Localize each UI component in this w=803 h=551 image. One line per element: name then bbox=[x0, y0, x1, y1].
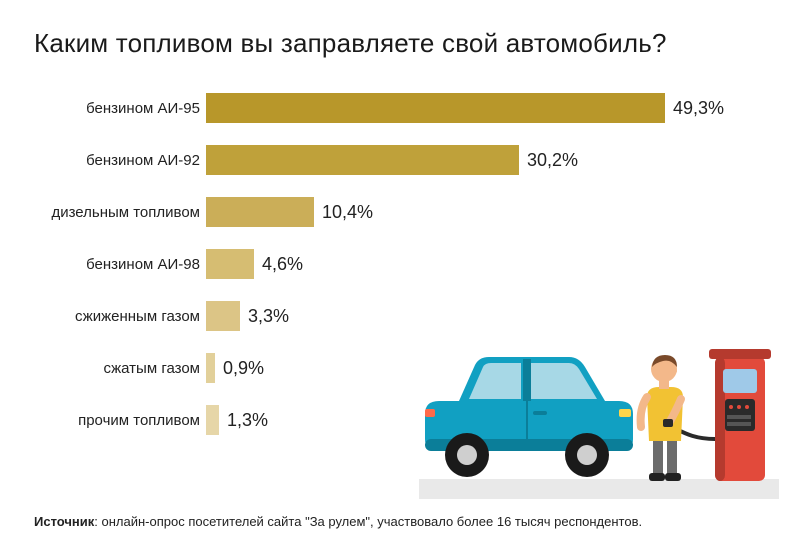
bar-fill bbox=[206, 301, 240, 331]
bar-track: 4,6% bbox=[206, 249, 724, 279]
bar-fill bbox=[206, 93, 665, 123]
bar-value: 1,3% bbox=[227, 410, 268, 431]
bar-row: бензином АИ-95 49,3% bbox=[34, 93, 769, 123]
chart-title: Каким топливом вы заправляете свой автом… bbox=[34, 28, 769, 59]
source-text: : онлайн-опрос посетителей сайта "За рул… bbox=[94, 514, 642, 529]
bar-value: 10,4% bbox=[322, 202, 373, 223]
bar-value: 49,3% bbox=[673, 98, 724, 119]
bar-track: 0,9% bbox=[206, 353, 724, 383]
bar-fill bbox=[206, 353, 215, 383]
bar-rows: бензином АИ-95 49,3% бензином АИ-92 30,2% ди… bbox=[34, 93, 769, 435]
ground bbox=[419, 479, 779, 499]
bar-fill bbox=[206, 249, 254, 279]
bar-fill bbox=[206, 145, 519, 175]
bar-track: 1,3% bbox=[206, 405, 724, 435]
bar-fill bbox=[206, 405, 219, 435]
bar-track: 49,3% bbox=[206, 93, 724, 123]
bar-row: прочим топливом 1,3% bbox=[34, 405, 769, 435]
bar-row: сжатым газом 0,9% bbox=[34, 353, 769, 383]
source-prefix: Источник bbox=[34, 514, 94, 529]
bar-row: бензином АИ-92 30,2% bbox=[34, 145, 769, 175]
bar-row: дизельным топливом 10,4% bbox=[34, 197, 769, 227]
bar-label: сжиженным газом bbox=[34, 308, 206, 325]
bar-track: 10,4% bbox=[206, 197, 724, 227]
bar-label: бензином АИ-92 bbox=[34, 152, 206, 169]
bar-track: 30,2% bbox=[206, 145, 724, 175]
bar-label: прочим топливом bbox=[34, 412, 206, 429]
bar-label: сжатым газом bbox=[34, 360, 206, 377]
bar-value: 30,2% bbox=[527, 150, 578, 171]
bar-label: дизельным топливом bbox=[34, 204, 206, 221]
bar-row: сжиженным газом 3,3% bbox=[34, 301, 769, 331]
bar-row: бензином АИ-98 4,6% bbox=[34, 249, 769, 279]
bar-value: 3,3% bbox=[248, 306, 289, 327]
bar-label: бензином АИ-95 bbox=[34, 100, 206, 117]
bar-label: бензином АИ-98 bbox=[34, 256, 206, 273]
bar-value: 0,9% bbox=[223, 358, 264, 379]
bar-track: 3,3% bbox=[206, 301, 724, 331]
bar-value: 4,6% bbox=[262, 254, 303, 275]
source-line: Источник: онлайн-опрос посетителей сайта… bbox=[34, 514, 642, 529]
bar-fill bbox=[206, 197, 314, 227]
